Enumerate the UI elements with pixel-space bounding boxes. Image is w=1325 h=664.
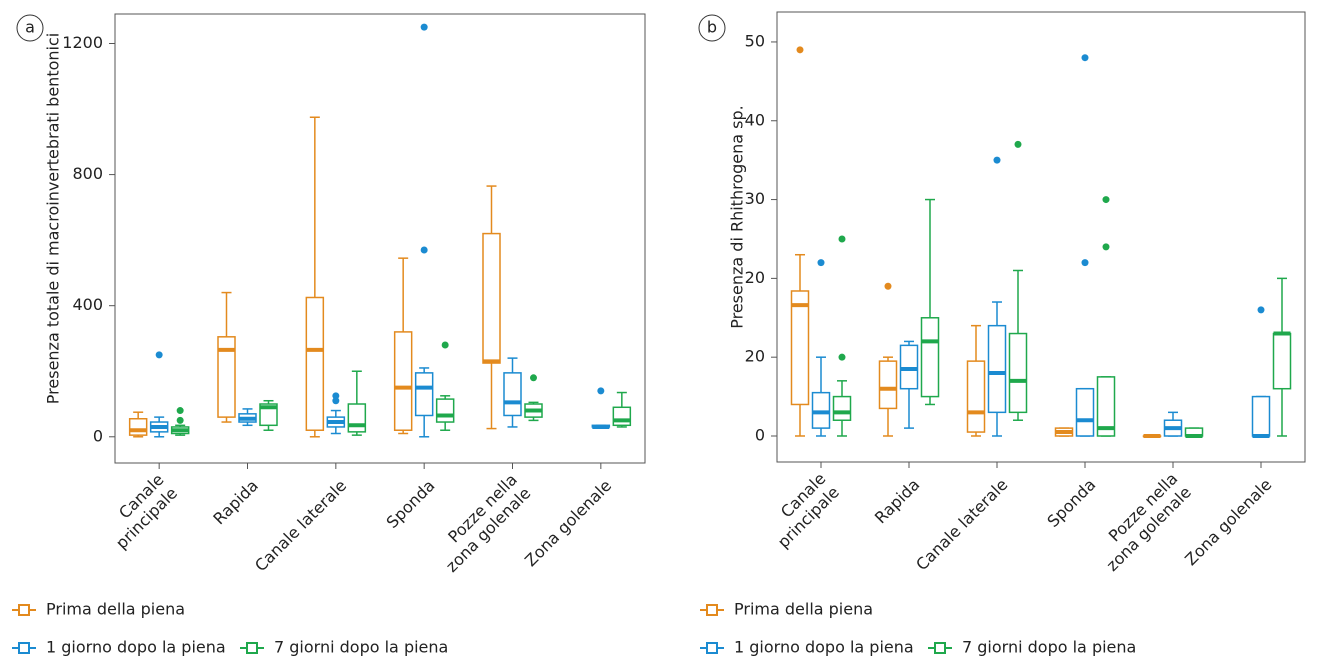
box [414, 372, 434, 417]
box [1272, 332, 1292, 390]
box [305, 296, 325, 431]
y-tick-label: 0 [755, 425, 765, 444]
outlier [1102, 243, 1110, 251]
outlier [838, 235, 846, 243]
legend-swatch [18, 642, 30, 654]
y-axis-label: Presenza totale di macroinvertebrati ben… [44, 33, 63, 404]
x-tick-group: Canaleprincipale [760, 469, 843, 552]
plot-frame [776, 11, 1306, 463]
x-tick-label: Pozze nellazona golenale [428, 470, 534, 576]
x-tick-group: Rapida [209, 476, 261, 528]
box [966, 360, 986, 433]
y-tick-label: 0 [93, 426, 103, 445]
box [503, 372, 522, 417]
outlier [1102, 196, 1110, 204]
x-tick-label: Canale laterale [912, 475, 1011, 574]
x-tick-group: Sponda [382, 476, 438, 532]
x-tick-label: Canale laterale [251, 476, 350, 575]
x-tick-label: Pozze nellazona golenale [1089, 469, 1195, 575]
legend-swatch [706, 604, 718, 616]
x-tick-group: Canale laterale [912, 475, 1011, 574]
y-tick-label: 20 [745, 347, 765, 366]
outlier [817, 259, 825, 267]
y-axis-label: Presenza di Rhithrogena sp. [728, 105, 747, 328]
x-tick-group: Canale laterale [251, 476, 350, 575]
x-tick-label: Canaleprincipale [760, 469, 843, 552]
box [920, 317, 940, 398]
legend-label: Prima della piena [46, 600, 185, 619]
outlier [993, 156, 1001, 164]
outlier [155, 351, 163, 359]
outlier [176, 407, 184, 415]
box [217, 336, 236, 418]
box [1008, 332, 1028, 414]
box [832, 395, 852, 421]
x-tick-group: Pozze nellazona golenale [428, 470, 534, 576]
y-tick-label: 50 [745, 31, 765, 50]
outlier [530, 374, 537, 382]
outlier [332, 392, 340, 400]
legend-label: 7 giorni dopo la piena [962, 638, 1136, 657]
x-tick-label: Zona golenale [1181, 475, 1275, 569]
outlier [441, 341, 449, 349]
box [1251, 395, 1271, 437]
legend-label: 1 giorno dopo la piena [734, 638, 914, 657]
outlier [1014, 140, 1022, 148]
box [878, 360, 898, 410]
outlier [420, 23, 428, 31]
box [128, 418, 148, 436]
outlier [1081, 54, 1089, 62]
outlier [1257, 306, 1265, 314]
legend-label: Prima della piena [734, 600, 873, 619]
outlier [420, 246, 428, 254]
x-tick-label: Rapida [209, 476, 261, 528]
y-tick-label: 30 [745, 189, 765, 208]
x-tick-group: Sponda [1043, 475, 1099, 531]
plot-frame [114, 13, 646, 464]
outlier [597, 387, 605, 395]
box [259, 403, 278, 427]
y-tick-label: 20 [745, 268, 765, 287]
x-tick-group: Zona golenale [521, 476, 615, 570]
box [790, 290, 810, 406]
legend-label: 1 giorno dopo la piena [46, 638, 226, 657]
legend-label: 7 giorni dopo la piena [274, 638, 448, 657]
box [347, 403, 367, 433]
panel-label: b [707, 18, 717, 37]
legend-swatch [18, 604, 30, 616]
outlier [838, 353, 846, 361]
y-tick-label: 40 [745, 110, 765, 129]
box [1096, 376, 1116, 437]
x-tick-group: Pozze nellazona golenale [1089, 469, 1195, 575]
x-tick-label: Sponda [1043, 475, 1099, 531]
box [482, 232, 501, 364]
panel-badge [698, 14, 726, 42]
x-tick-group: Zona golenale [1181, 475, 1275, 569]
outlier [1081, 259, 1089, 267]
box [987, 324, 1007, 414]
box [435, 398, 455, 423]
outlier [796, 46, 804, 54]
x-tick-group: Rapida [871, 475, 923, 527]
x-tick-group: Canaleprincipale [98, 470, 181, 553]
box [393, 331, 413, 431]
panel-badge [16, 14, 44, 42]
box [1075, 387, 1095, 437]
y-tick-label: 800 [72, 164, 103, 183]
x-tick-label: Canaleprincipale [98, 470, 181, 553]
panel-label: a [25, 18, 35, 37]
legend-swatch [246, 642, 258, 654]
outlier [332, 397, 340, 405]
x-tick-label: Sponda [382, 476, 438, 532]
y-tick-label: 1200 [62, 33, 103, 52]
outlier [176, 416, 184, 424]
legend-swatch [934, 642, 946, 654]
box [612, 406, 632, 427]
outlier [884, 282, 892, 290]
legend-swatch [706, 642, 718, 654]
x-tick-label: Zona golenale [521, 476, 615, 570]
x-tick-label: Rapida [871, 475, 923, 527]
y-tick-label: 400 [72, 295, 103, 314]
